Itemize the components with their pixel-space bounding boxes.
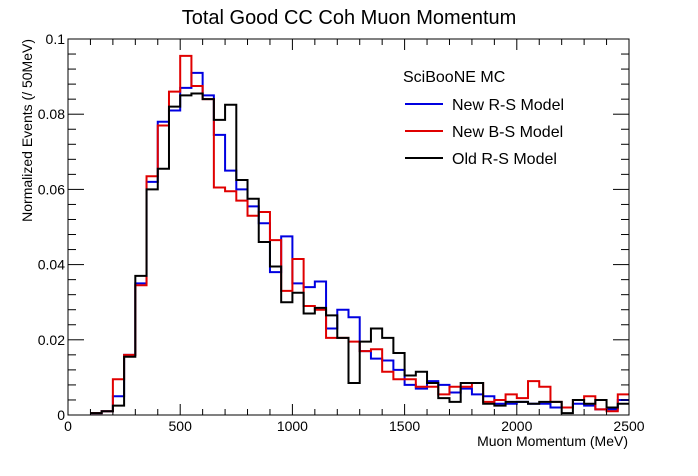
- legend-label-1: New R-S Model: [452, 97, 564, 114]
- chart-title: Total Good CC Coh Muon Momentum: [182, 7, 517, 29]
- legend: SciBooNE MC New R-S Model New B-S Model Ol…: [403, 69, 564, 168]
- series-line-3: [90, 92, 629, 415]
- y-tick-label: 0.1: [46, 31, 66, 47]
- axis-layer: 0 500 1000 1500 2000 2500 0 0.02 0.04 0.06 0.08 0.1: [38, 31, 645, 434]
- x-tick-label: 2000: [501, 418, 532, 434]
- y-tick-label: 0.06: [38, 181, 65, 197]
- legend-header: SciBooNE MC: [403, 69, 505, 86]
- y-tick-label: 0: [57, 407, 65, 423]
- x-tick-label: 1500: [389, 418, 420, 434]
- series-line-2: [90, 54, 629, 415]
- y-tick-label: 0.08: [38, 106, 65, 122]
- y-tick-label: 0.04: [38, 257, 65, 273]
- plot-frame: [67, 38, 630, 416]
- x-axis-title: Muon Momentum (MeV): [477, 433, 628, 449]
- legend-label-3: Old R-S Model: [452, 151, 557, 168]
- series-layer: [90, 54, 629, 415]
- x-tick-label: 500: [169, 418, 193, 434]
- x-tick-label: 0: [64, 418, 72, 434]
- y-axis-title: Normalized Events (/ 50MeV): [19, 39, 35, 222]
- x-tick-label: 2500: [613, 418, 644, 434]
- x-tick-label: 1000: [277, 418, 308, 434]
- y-tick-label: 0.02: [38, 332, 65, 348]
- legend-entries: New R-S Model New B-S Model Old R-S Model: [405, 97, 564, 168]
- legend-label-2: New B-S Model: [452, 124, 563, 141]
